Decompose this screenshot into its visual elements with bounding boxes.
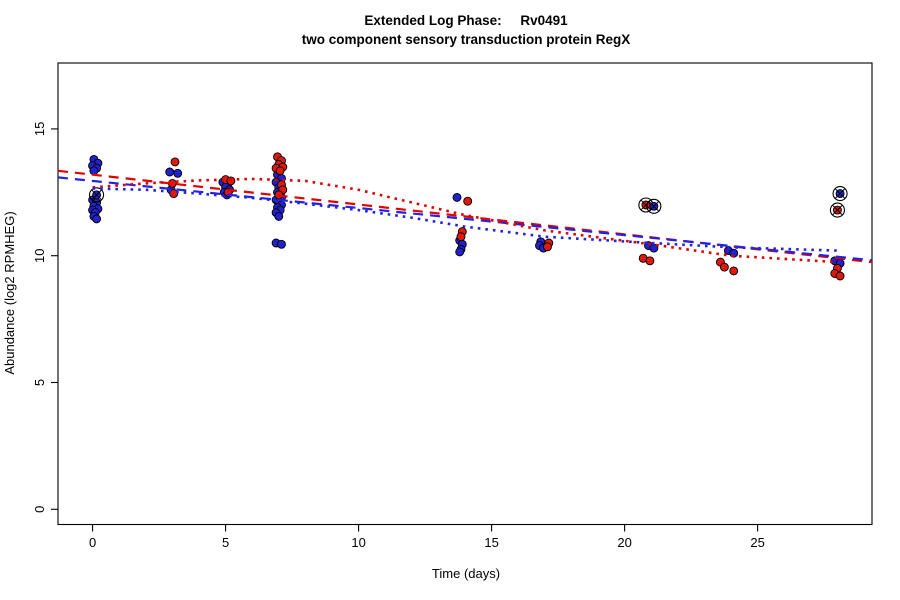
highlight-ring (832, 186, 848, 202)
plot-subtitle: two component sensory transduction prote… (302, 32, 631, 47)
data-point (274, 211, 284, 221)
data-point (167, 178, 177, 188)
data-point (277, 239, 286, 249)
data-point (226, 176, 236, 186)
data-point (729, 266, 739, 276)
highlighted-points-layer (89, 186, 848, 218)
x-tick-label: 15 (484, 535, 498, 550)
x-axis-label: Time (days) (432, 566, 500, 581)
highlight-ring (646, 198, 662, 214)
data-point (645, 256, 655, 266)
y-tick-label: 15 (32, 122, 47, 136)
x-tick-label: 0 (89, 535, 96, 550)
data-point (719, 262, 729, 272)
data-point (165, 167, 175, 177)
highlight-cross (91, 189, 102, 201)
x-tick-label: 20 (617, 535, 631, 550)
highlight-cross (648, 200, 660, 212)
highlight-cross (834, 188, 846, 199)
data-point (89, 166, 99, 176)
data-point (456, 232, 466, 242)
trend-lines-layer (57, 169, 873, 264)
y-tick-label: 0 (32, 506, 47, 513)
data-points-layer (88, 152, 845, 281)
x-tick-label: 10 (351, 535, 365, 550)
x-axis-ticks: 0 5 10 15 20 25 (89, 524, 765, 550)
plot-title: Extended Log Phase: Rv0491 (364, 13, 568, 28)
y-axis-ticks: 0 5 10 15 (32, 122, 58, 513)
highlight-cross (832, 204, 843, 216)
data-point (455, 247, 465, 257)
highlight-ring (829, 202, 845, 218)
data-point (92, 214, 102, 224)
data-point (835, 271, 845, 281)
data-point (543, 242, 552, 252)
y-tick-label: 5 (32, 379, 47, 386)
plot-frame (57, 62, 873, 526)
data-point (463, 196, 473, 206)
trend-line-red-dotted-loess (92, 177, 838, 264)
data-point (170, 157, 180, 167)
highlight-ring (89, 187, 105, 203)
data-point (275, 166, 285, 176)
y-axis-label: Abundance (log2 RPMHEG) (2, 211, 17, 374)
data-point (169, 189, 179, 199)
x-tick-label: 5 (222, 535, 229, 550)
data-point (452, 192, 462, 202)
x-tick-label: 25 (750, 535, 764, 550)
data-point (173, 168, 183, 178)
y-tick-label: 10 (32, 248, 47, 262)
